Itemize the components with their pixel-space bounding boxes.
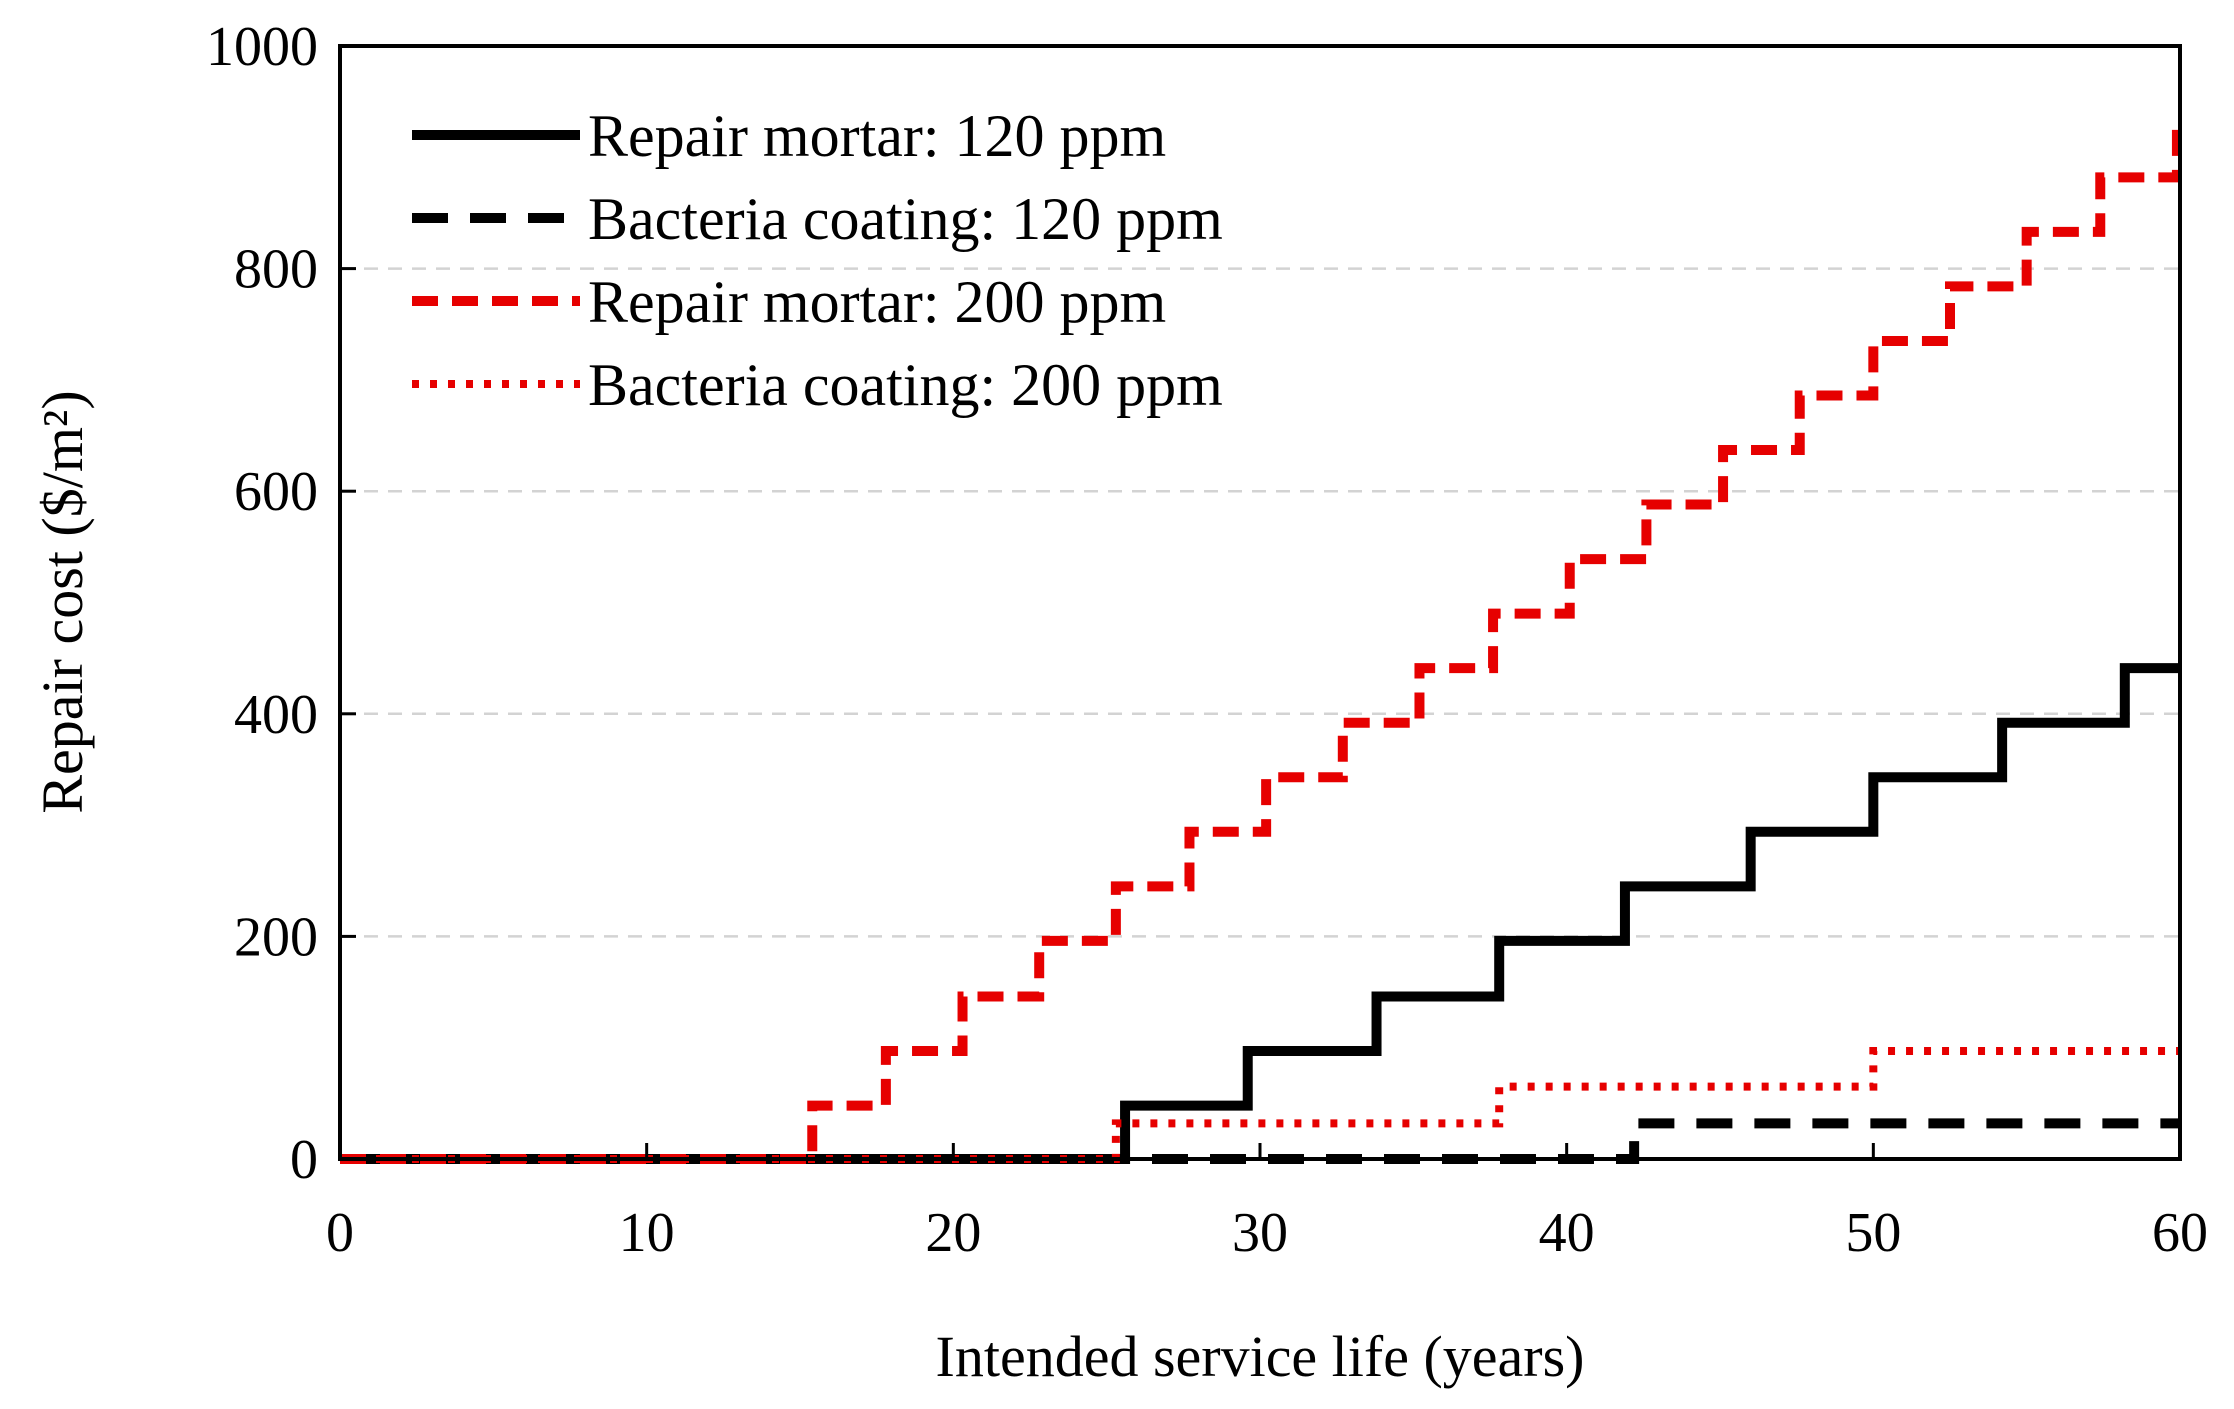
x-tick-label: 30 [1232, 1202, 1288, 1264]
x-tick-label: 50 [1845, 1202, 1901, 1264]
y-tick-label: 1000 [206, 16, 318, 78]
legend: Repair mortar: 120 ppm Bacteria coating: … [412, 103, 1223, 418]
x-tick-label: 40 [1539, 1202, 1595, 1264]
x-tick-label: 0 [326, 1202, 354, 1264]
series-line-4 [340, 1047, 2180, 1163]
legend-label-4: Bacteria coating: 200 ppm [588, 352, 1223, 418]
legend-label-3: Repair mortar: 200 ppm [588, 269, 1166, 335]
grid-lines [340, 267, 2180, 938]
legend-label-2: Bacteria coating: 120 ppm [588, 186, 1223, 252]
y-tick-label: 0 [290, 1129, 318, 1191]
series-line-3 [340, 117, 2182, 1164]
y-tick-label: 200 [234, 906, 318, 968]
y-tick-label: 600 [234, 461, 318, 523]
legend-label-1: Repair mortar: 120 ppm [588, 103, 1166, 169]
x-tick-label: 10 [619, 1202, 675, 1264]
axis-ticks: 0 200 400 600 800 1000 0 10 20 30 40 50 60 [206, 16, 2208, 1264]
series-line-1 [340, 663, 2180, 1164]
y-tick-label: 400 [234, 684, 318, 746]
x-tick-label: 60 [2152, 1202, 2208, 1264]
y-tick-label: 800 [234, 239, 318, 301]
x-axis-title: Intended service life (years) [936, 1324, 1585, 1389]
x-tick-label: 20 [925, 1202, 981, 1264]
y-axis-title: Repair cost ($/m²) [30, 390, 95, 813]
